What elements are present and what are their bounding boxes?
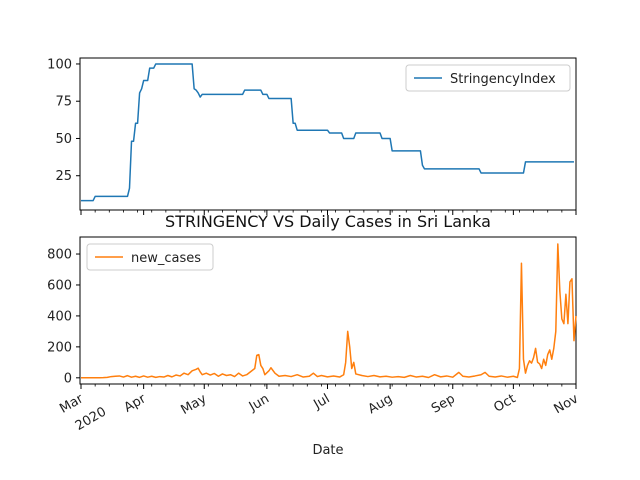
y-tick-label: 400 — [47, 309, 72, 324]
y-tick-label: 50 — [55, 132, 72, 147]
x-axis-title: Date — [312, 443, 343, 458]
y-tick-label: 200 — [47, 340, 72, 355]
x-tick-label: Nov — [552, 391, 582, 417]
y-tick-label: 800 — [47, 248, 72, 263]
x-tick-label: Sep — [429, 391, 458, 416]
x-tick-label: Jun — [246, 391, 272, 415]
x-tick-label: Aug — [366, 391, 395, 417]
x-tick-label: Jul — [311, 391, 333, 412]
series-line-StringencyIndex — [81, 63, 574, 202]
legend-label: new_cases — [131, 251, 201, 266]
y-tick-label: 100 — [47, 57, 72, 72]
series-line-new_cases — [81, 243, 577, 379]
plot-frame-1 — [79, 236, 577, 385]
y-tick-label: 600 — [47, 278, 72, 293]
x-tick-label: May — [178, 391, 209, 418]
legend-label: StringencyIndex — [450, 72, 556, 87]
x-tick-label: Oct — [491, 391, 518, 415]
x-tick-label: Mar — [57, 391, 86, 417]
plot-frame-0 — [79, 57, 577, 211]
legend-box — [405, 64, 571, 92]
chart-title: STRINGENCY VS Daily Cases in Sri Lanka — [165, 212, 491, 231]
y-tick-label: 25 — [55, 169, 72, 184]
y-tick-label: 0 — [64, 371, 72, 386]
y-tick-label: 75 — [55, 95, 72, 110]
x-tick-label: Apr — [122, 391, 150, 416]
legend-box — [86, 243, 214, 271]
